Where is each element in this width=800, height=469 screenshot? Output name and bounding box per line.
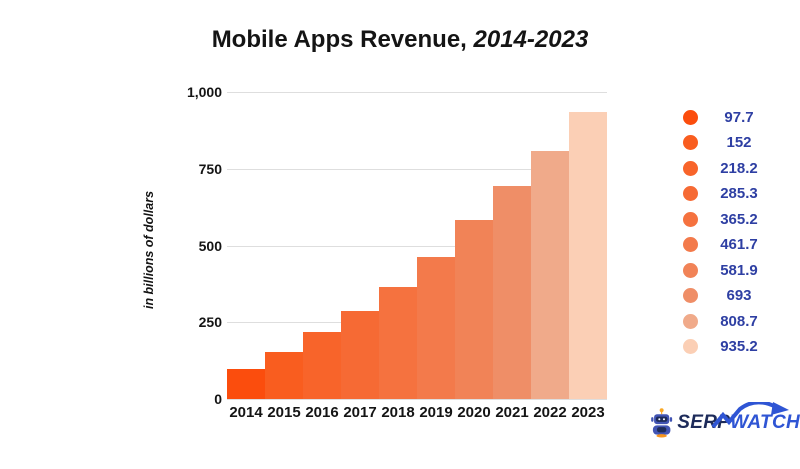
x-axis-label: 2015 [267,404,301,421]
legend-item: 581.9 [683,261,769,279]
legend-color-dot [683,135,698,150]
legend-value: 285.3 [720,185,758,202]
legend-item: 461.7 [683,236,769,253]
gridline [227,245,607,247]
legend-value: 808.7 [720,312,758,330]
legend-item: 365.2 [683,210,769,228]
bar-2019 [417,257,455,399]
robot-mascot-icon [651,408,673,438]
legend-value: 693 [726,287,752,304]
chart-title: Mobile Apps Revenue, 2014-2023 [0,26,800,54]
legend-color-dot [683,237,698,252]
gridline [227,168,607,170]
bar-2023 [569,111,607,399]
legend-item: 693 [683,287,769,304]
legend-color-dot [683,262,698,278]
legend-item: 285.3 [683,185,769,202]
legend-color-dot [683,313,698,329]
legend-color-dot [683,211,698,227]
legend-color-dot [683,109,698,125]
legend-value: 461.7 [720,236,758,253]
y-axis-tick-label: 500 [198,237,222,254]
legend-color-dot [683,339,698,354]
gridline [227,92,607,93]
chart-title-years: 2014-2023 [473,26,589,53]
y-axis-tick-label: 0 [214,391,222,407]
legend-value: 365.2 [720,210,758,228]
watch-text: WATCH [730,412,800,433]
legend-item: 97.7 [683,108,769,126]
legend-color-dot [683,186,698,201]
legend-value: 97.7 [724,108,754,126]
gridline [227,399,607,400]
bar-2015 [265,352,303,399]
y-axis-tick-label: 250 [198,314,222,331]
bar-2020 [455,220,493,399]
legend-value: 935.2 [720,338,758,355]
legend-color-dot [683,288,698,303]
legend-item: 808.7 [683,312,769,330]
bar-2021 [493,186,531,399]
x-axis-label: 2020 [457,404,491,421]
bar-2016 [303,332,341,399]
bars-container [227,92,607,399]
y-axis-tick-label: 1,000 [186,84,222,100]
x-axis-label: 2018 [381,404,415,421]
chart-title-regular: Mobile Apps Revenue, [211,26,474,53]
x-axis-label: 2022 [533,404,567,421]
bar-2018 [379,286,417,399]
serpwatch-wordmark: SERPWATCH [677,402,800,434]
x-axis-label: 2017 [343,404,377,421]
serp-text: SERP [677,412,731,433]
legend-item: 152 [683,134,769,151]
legend-item: 218.2 [683,159,769,177]
trend-arrow-icon [711,402,790,429]
bar-2017 [341,311,379,399]
y-axis-tick-label: 750 [198,160,222,177]
chart-legend: 97.7 152 218.2 285.3 365.2 461.7 581.9 693 808.7… [683,109,769,355]
legend-item: 935.2 [683,338,769,355]
legend-value: 581.9 [720,261,758,279]
x-axis-label: 2016 [305,404,339,421]
bar-2014 [227,369,265,399]
legend-value: 152 [726,134,752,151]
x-axis-labels: 2014 2015 2016 2017 2018 2019 2020 2021 2022 2023 [227,404,607,421]
legend-value: 218.2 [720,159,758,177]
serpwatch-logo: SERPWATCH [650,394,800,452]
bar-2022 [531,150,569,399]
legend-color-dot [683,160,698,176]
x-axis-label: 2023 [571,404,605,421]
x-axis-label: 2019 [419,404,453,421]
x-axis-label: 2021 [495,404,529,421]
x-axis-label: 2014 [229,404,263,421]
